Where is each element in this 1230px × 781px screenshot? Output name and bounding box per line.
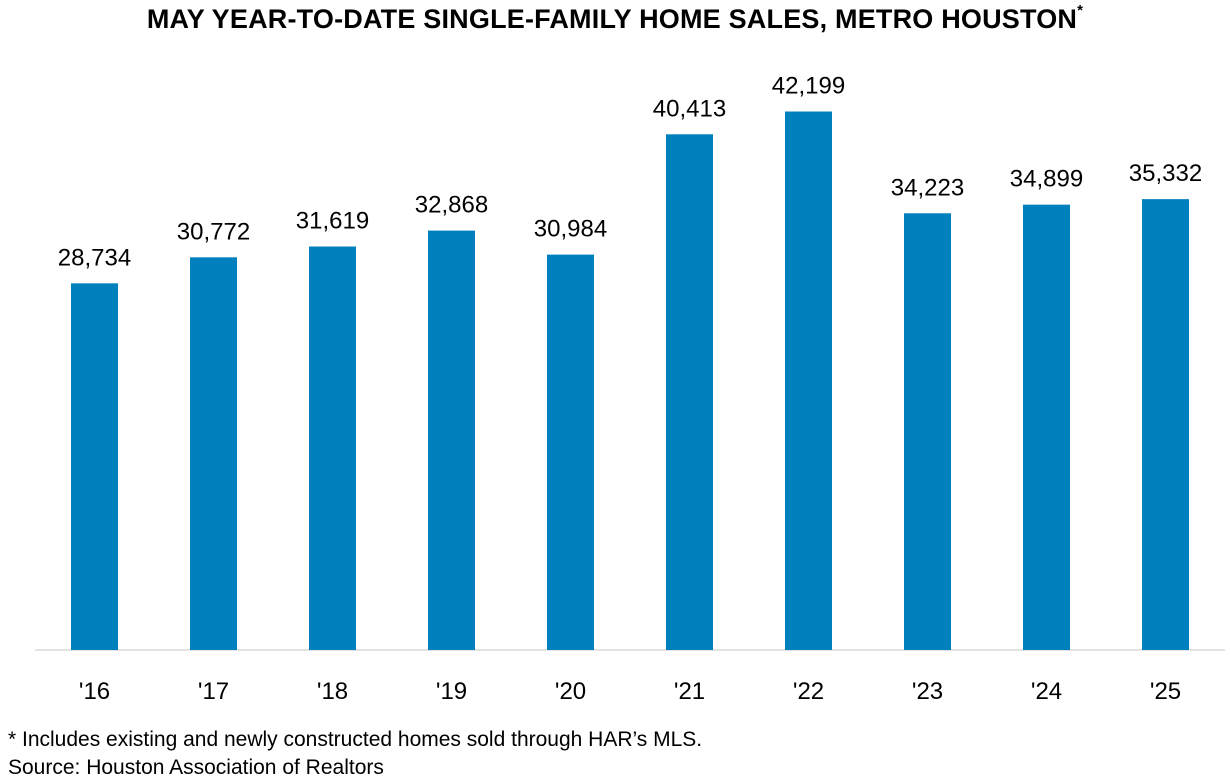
value-label: 32,868 — [415, 192, 488, 219]
bar — [190, 257, 237, 650]
value-label: 34,223 — [891, 174, 964, 201]
bar-chart: 28,734 30,772 31,619 32,868 30,984 40,413 42,1… — [35, 73, 1225, 705]
x-tick-label: '20 — [555, 678, 586, 705]
bar — [1142, 199, 1189, 651]
bar — [309, 246, 356, 650]
bars-group — [71, 111, 1189, 651]
value-label: 28,734 — [58, 244, 131, 271]
source-note: Source: Houston Association of Realtors — [8, 756, 384, 779]
x-tick-label: '24 — [1031, 678, 1062, 705]
chart-title: MAY YEAR-TO-DATE SINGLE-FAMILY HOME SALE… — [146, 2, 1084, 34]
value-label: 31,619 — [296, 208, 369, 235]
x-tick-label: '17 — [198, 678, 229, 705]
x-tick-label: '19 — [436, 678, 467, 705]
x-tick-label: '22 — [793, 678, 824, 705]
bar — [666, 134, 713, 650]
value-label: 30,772 — [177, 218, 250, 245]
value-label: 30,984 — [534, 216, 607, 243]
value-labels-group: 28,734 30,772 31,619 32,868 30,984 40,413 42,1… — [58, 73, 1202, 272]
title-footnote-mark: * — [1077, 2, 1084, 19]
footnote: * Includes existing and newly constructe… — [8, 728, 703, 751]
x-tick-label: '18 — [317, 678, 348, 705]
x-tick-label: '21 — [674, 678, 705, 705]
value-label: 34,899 — [1010, 166, 1083, 193]
x-tick-label: '23 — [912, 678, 943, 705]
value-label: 35,332 — [1129, 160, 1202, 187]
x-tick-label: '25 — [1150, 678, 1181, 705]
bar — [428, 230, 475, 650]
value-label: 40,413 — [653, 95, 726, 122]
x-tick-labels-group: '16 '17 '18 '19 '20 '21 '22 '23 '24 '25 — [79, 678, 1181, 705]
value-label: 42,199 — [772, 73, 845, 100]
bar — [1023, 204, 1070, 650]
bar — [785, 111, 832, 650]
bar — [904, 213, 951, 650]
bar — [547, 254, 594, 650]
bar — [71, 283, 118, 650]
x-tick-label: '16 — [79, 678, 110, 705]
